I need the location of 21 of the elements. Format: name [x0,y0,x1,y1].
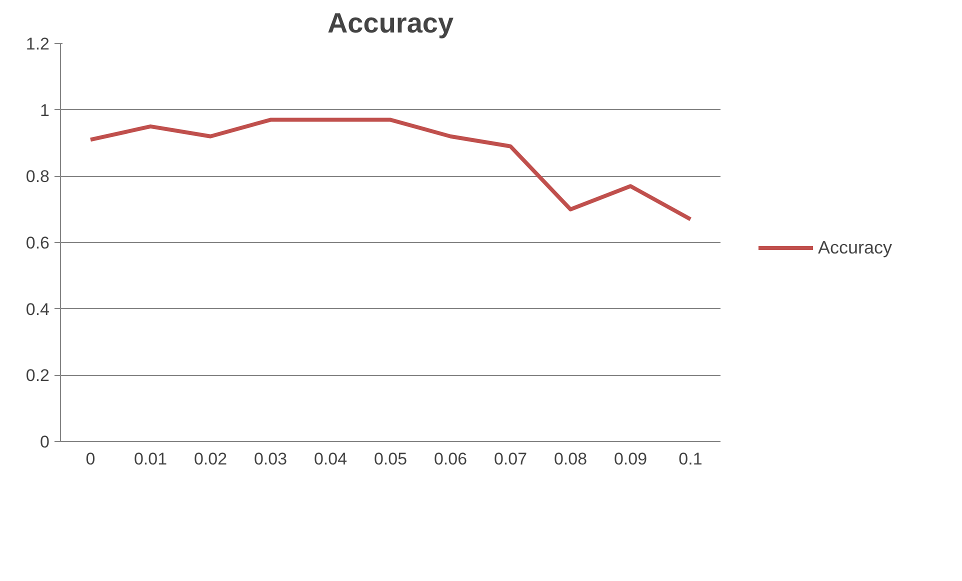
y-tick-label: 0.2 [26,366,50,386]
x-tick-label: 0.03 [254,450,288,468]
x-tick-label: 0.08 [554,450,588,468]
y-tick-label: 0 [40,432,50,452]
y-tick-label: 1.2 [26,34,50,54]
y-tick-label: 1 [40,100,50,120]
x-tick-label: 0.07 [494,450,528,468]
y-tick-label: 0.6 [26,234,50,252]
y-tick-label: 0.4 [26,300,50,319]
legend-label: Accuracy [818,237,892,258]
x-tick-label: 0.01 [134,450,168,468]
x-tick-label: 0 [86,450,96,468]
line-series [88,118,692,222]
x-tick-label: 0.1 [678,450,702,468]
x-tick-label: 0.04 [314,450,348,468]
y-tick-label: 0.8 [26,167,50,186]
chart-title: Accuracy [327,8,454,38]
x-tick-label: 0.09 [614,450,648,468]
x-tick-label: 0.06 [434,450,468,468]
x-tick-label: 0.05 [374,450,408,468]
x-tick-label: 0.02 [194,450,228,468]
